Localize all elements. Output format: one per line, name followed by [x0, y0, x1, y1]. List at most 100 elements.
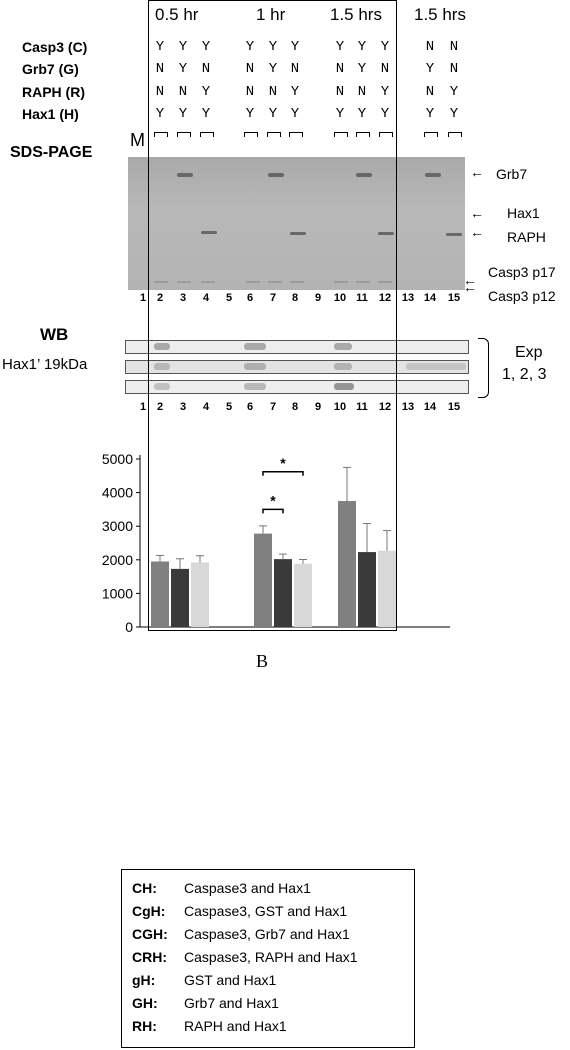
lane-number-4: 4: [202, 292, 210, 304]
legend-key: GH:: [132, 995, 158, 1011]
condition-G-lane-15: N: [449, 61, 459, 77]
lane-number-3: 3: [179, 292, 187, 304]
condition-G-lane-12: N: [380, 61, 390, 77]
lane-bracket: [154, 132, 168, 137]
lane-number-10: 10: [333, 292, 347, 304]
bar-2-0: [338, 501, 356, 627]
condition-H-lane-11: Y: [357, 106, 367, 122]
lane-number-11: 11: [356, 292, 368, 304]
legend-description: Caspase3, GST and Hax1: [184, 903, 348, 919]
lane-number-14: 14: [423, 292, 437, 304]
condition-R-lane-12: Y: [380, 84, 390, 100]
condition-G-lane-14: Y: [425, 61, 435, 77]
bar-0-1: [171, 568, 189, 627]
arrow-casp3-p17: ←: [463, 272, 477, 288]
header-1-5hrs-control: 1.5 hrs: [414, 5, 466, 24]
sds-page-title: SDS-PAGE: [10, 144, 93, 161]
gel-band-grb7-lane11: [356, 173, 372, 177]
wb-band: [406, 363, 466, 370]
lane-number-5: 5: [225, 401, 233, 413]
wb-band: [154, 383, 170, 390]
header-1-5hrs: 1.5 hrs: [330, 5, 382, 24]
exp-bracket: [478, 338, 489, 398]
bar-2-1: [358, 552, 376, 627]
gel-band-casp3-lane6: [246, 281, 260, 283]
condition-R-lane-14: N: [425, 84, 435, 100]
significance-star: *: [280, 455, 286, 471]
condition-G-lane-4: N: [201, 61, 211, 77]
lane-number-10: 10: [333, 401, 347, 413]
gel-band-casp3-lane12: [378, 281, 392, 283]
condition-C-lane-7: Y: [268, 39, 278, 55]
wb-band: [244, 343, 266, 350]
condition-R-lane-2: N: [155, 84, 165, 100]
lane-number-9: 9: [314, 292, 322, 304]
legend-key: CGH:: [132, 926, 168, 942]
y-tick-label: 3000: [102, 518, 133, 534]
condition-C-lane-4: Y: [201, 39, 211, 55]
y-tick-label: 0: [125, 619, 133, 635]
wb-band: [334, 383, 354, 390]
condition-R-lane-8: Y: [290, 84, 300, 100]
lane-number-15: 15: [447, 401, 461, 413]
significance-star: *: [270, 492, 276, 508]
legend-row: CGH: Caspase3, Grb7 and Hax1: [132, 926, 350, 942]
condition-C-lane-10: Y: [335, 39, 345, 55]
condition-H-lane-12: Y: [380, 106, 390, 122]
wb-band: [154, 363, 170, 370]
lane-bracket: [200, 132, 214, 137]
lane-number-4: 4: [202, 401, 210, 413]
condition-G-lane-10: N: [335, 61, 345, 77]
lane-number-9: 9: [314, 401, 322, 413]
gel-band-casp3-lane10: [334, 281, 348, 283]
lane-number-5: 5: [225, 292, 233, 304]
y-tick-label: 2000: [102, 552, 133, 568]
exp-numbers: 1, 2, 3: [502, 366, 547, 383]
lane-number-13: 13: [401, 292, 415, 304]
significance-bracket: [262, 471, 304, 476]
condition-H-lane-7: Y: [268, 106, 278, 122]
gel-band-casp3-lane8: [290, 281, 304, 283]
marker-label: M: [130, 130, 145, 150]
legend-row: CgH: Caspase3, GST and Hax1: [132, 903, 347, 919]
lane-bracket: [244, 132, 258, 137]
condition-G-lane-8: N: [290, 61, 300, 77]
densitometry-bar-chart: 0 1000 2000 3000 4000 5000 * *: [102, 451, 450, 635]
condition-R-lane-15: Y: [449, 84, 459, 100]
highlight-frame: [148, 0, 397, 631]
lane-number-6: 6: [246, 401, 254, 413]
legend-row: RH: RAPH and Hax1: [132, 1018, 287, 1034]
condition-R-lane-10: N: [335, 84, 345, 100]
bar-0-0: [151, 561, 169, 627]
wb-hax1-label: Hax1’ 19kDa: [2, 356, 88, 373]
label-raph: RAPH: [507, 229, 546, 245]
condition-R-lane-4: Y: [201, 84, 211, 100]
condition-C-lane-11: Y: [357, 39, 367, 55]
lane-number-2: 2: [156, 401, 164, 413]
y-tick-label: 5000: [102, 451, 133, 467]
condition-H-lane-15: Y: [449, 106, 459, 122]
condition-C-lane-3: Y: [178, 39, 188, 55]
lane-number-7: 7: [269, 292, 277, 304]
arrow-raph: ←: [470, 224, 484, 240]
lane-number-2: 2: [156, 292, 164, 304]
legend-key: RH:: [132, 1018, 157, 1034]
legend-key: gH:: [132, 972, 156, 988]
gel-band-grb7-lane3: [177, 173, 193, 177]
header-0-5hr: 0.5 hr: [155, 5, 199, 24]
wb-title: WB: [40, 325, 69, 344]
lane-bracket: [289, 132, 303, 137]
lane-number-12: 12: [378, 401, 392, 413]
lane-number-3: 3: [179, 401, 187, 413]
lane-bracket: [356, 132, 370, 137]
gel-band-raph-lane8: [290, 232, 306, 235]
legend-description: Caspase3, Grb7 and Hax1: [184, 926, 350, 942]
lane-number-13: 13: [401, 401, 415, 413]
legend-key: CgH:: [132, 903, 166, 919]
legend-key: CRH:: [132, 949, 167, 965]
wb-band: [154, 343, 170, 350]
wb-strip-exp1: [125, 340, 469, 354]
exp-label: Exp: [515, 344, 543, 361]
lane-bracket: [448, 132, 462, 137]
gel-band-casp3-lane7: [268, 281, 282, 283]
